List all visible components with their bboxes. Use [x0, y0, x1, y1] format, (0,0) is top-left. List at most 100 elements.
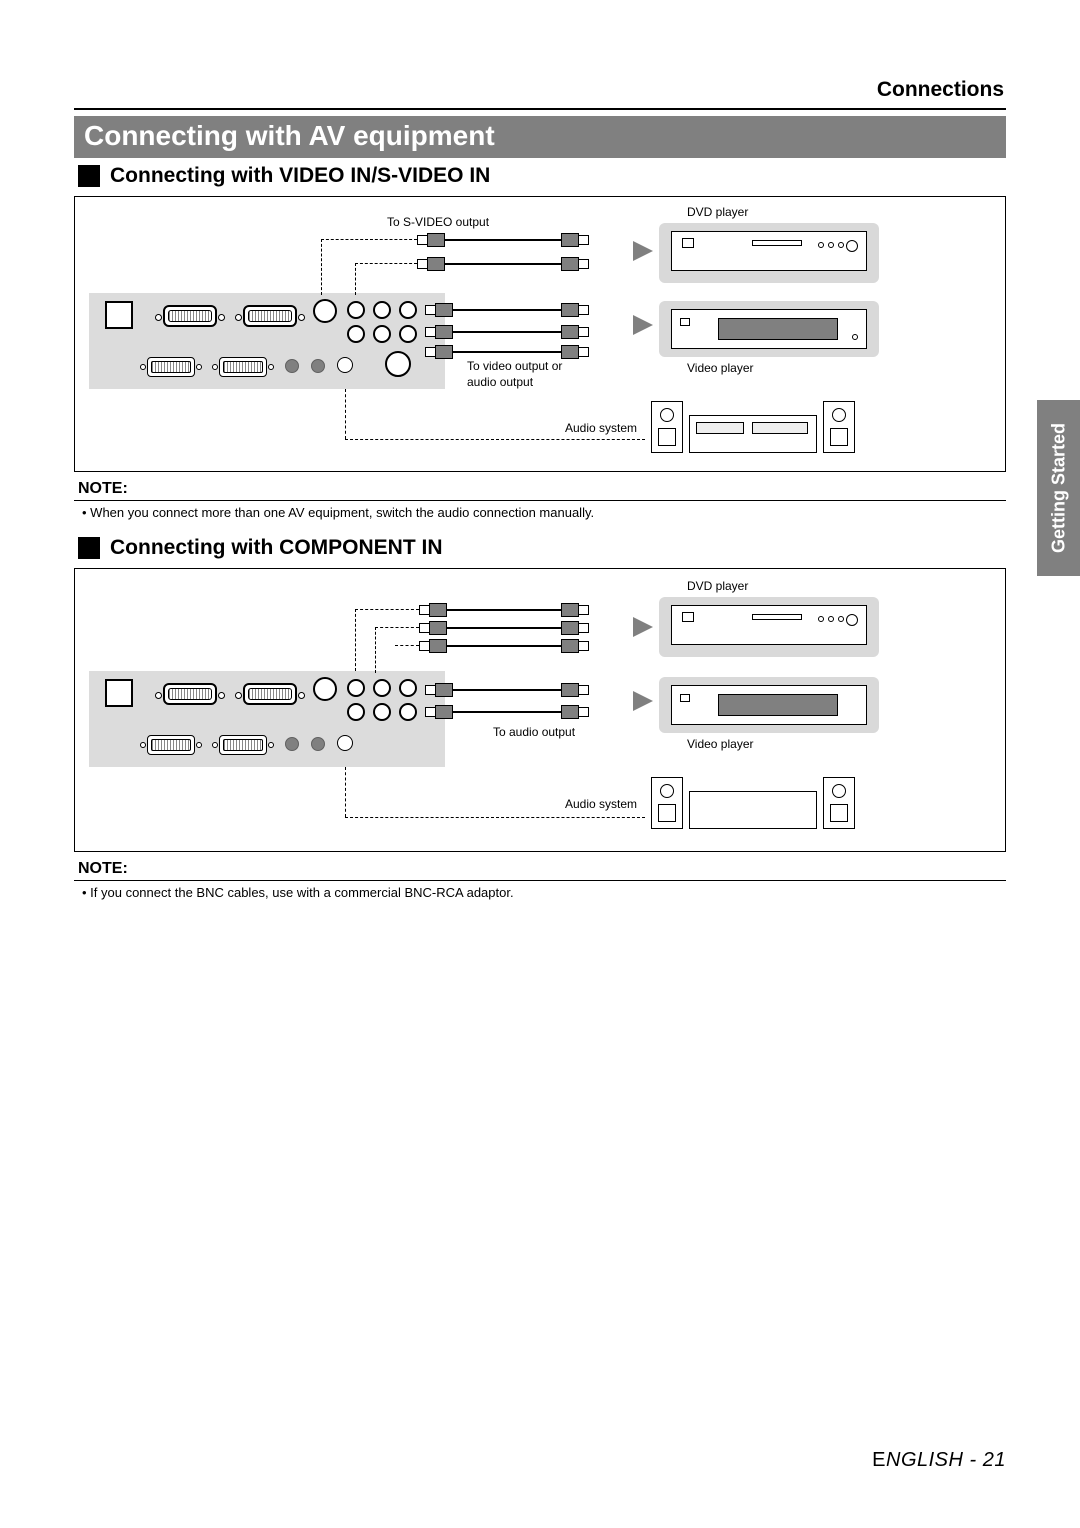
note-rule [74, 500, 1006, 501]
note-body: When you connect more than one AV equipm… [92, 505, 1006, 520]
port-serial-2 [219, 357, 267, 377]
cable-dashed [395, 645, 419, 646]
subheading-svideo: Connecting with VIDEO IN/S-VIDEO IN [78, 164, 1006, 188]
connector-icon [417, 259, 445, 267]
port-vga-2 [243, 305, 297, 327]
label-audio-system: Audio system [565, 421, 637, 437]
subheading-text: Connecting with COMPONENT IN [110, 536, 442, 560]
connector-icon [425, 347, 453, 355]
cable-dashed [345, 817, 645, 818]
label-to-audio: To audio output [493, 725, 575, 741]
label-to-video-audio-1: To video output or [467, 359, 562, 375]
connector-icon [561, 347, 589, 355]
connector-icon [561, 235, 589, 243]
port-rca-3 [373, 301, 391, 319]
cable [447, 627, 561, 629]
label-to-svideo: To S-VIDEO output [387, 215, 489, 231]
subheading-component: Connecting with COMPONENT IN [78, 536, 1006, 560]
footer-lang: NGLISH [886, 1449, 963, 1471]
connector-icon [419, 641, 447, 649]
connector-icon [561, 327, 589, 335]
cable [453, 351, 561, 353]
cable-dashed [345, 389, 346, 439]
label-dvd: DVD player [687, 579, 748, 595]
header-section: Connections [74, 78, 1006, 102]
cable-dashed [355, 609, 356, 671]
title-bar: Connecting with AV equipment [74, 116, 1006, 158]
port-serial-1 [147, 735, 195, 755]
dvd-player [671, 605, 867, 645]
label-video-player: Video player [687, 361, 754, 377]
port-rca-a [373, 703, 391, 721]
cable [453, 711, 561, 713]
bullet-square-icon [78, 165, 100, 187]
cable [453, 689, 561, 691]
port-serial-1 [147, 357, 195, 377]
connector-icon [425, 685, 453, 693]
port-jack-3 [337, 735, 353, 751]
connector-icon [425, 327, 453, 335]
connector-icon [561, 641, 589, 649]
port-svideo [313, 677, 337, 701]
port-jack-2 [311, 737, 325, 751]
cable-dashed [321, 239, 322, 295]
port-serial-2 [219, 735, 267, 755]
footer-sep: - [963, 1449, 982, 1471]
note-heading: NOTE: [78, 480, 1006, 498]
speaker-right [823, 401, 855, 453]
cable [453, 331, 561, 333]
port-rca-c [399, 703, 417, 721]
connector-icon [425, 305, 453, 313]
note-body: If you connect the BNC cables, use with … [92, 885, 1006, 900]
connector-icon [561, 259, 589, 267]
connector-icon [561, 623, 589, 631]
page-footer: ENGLISH - 21 [872, 1449, 1006, 1472]
speaker-left [651, 777, 683, 829]
cable-dashed [375, 627, 376, 673]
connector-icon [561, 707, 589, 715]
stereo-unit [689, 415, 817, 453]
port-rca-6 [399, 325, 417, 343]
cable-dashed [355, 609, 419, 610]
cable [447, 609, 561, 611]
side-tab: Getting Started [1037, 400, 1080, 576]
port-rca-2 [347, 325, 365, 343]
note-rule [74, 880, 1006, 881]
projector-panel [89, 671, 445, 767]
port-rca-1 [347, 301, 365, 319]
port-ypbpr-1 [347, 679, 365, 697]
port-ypbpr-2 [347, 703, 365, 721]
connector-icon [425, 707, 453, 715]
port-vga-2 [243, 683, 297, 705]
speaker-left [651, 401, 683, 453]
port-vga-1 [163, 305, 217, 327]
cable-dashed [345, 439, 645, 440]
video-player [671, 685, 867, 725]
stereo-unit [689, 791, 817, 829]
arrow-icon [633, 315, 653, 335]
cable-dashed [345, 767, 346, 817]
side-tab-label: Getting Started [1048, 423, 1069, 553]
cable [445, 263, 561, 265]
port-square [105, 679, 133, 707]
cable [453, 309, 561, 311]
video-player [671, 309, 867, 349]
connector-icon [417, 235, 445, 243]
port-rca-4 [373, 325, 391, 343]
connector-icon [561, 305, 589, 313]
cable-dashed [355, 263, 417, 264]
subheading-text: Connecting with VIDEO IN/S-VIDEO IN [110, 164, 490, 188]
speaker-right [823, 777, 855, 829]
diagram-svideo: To S-VIDEO output DVD player To video ou… [74, 196, 1006, 472]
connector-icon [419, 605, 447, 613]
cable [445, 239, 561, 241]
note-heading: NOTE: [78, 860, 1006, 878]
arrow-icon [633, 617, 653, 637]
arrow-icon [633, 691, 653, 711]
port-rca-5 [399, 301, 417, 319]
label-video-player: Video player [687, 737, 754, 753]
port-jack-2 [311, 359, 325, 373]
port-jack-3 [337, 357, 353, 373]
port-square [105, 301, 133, 329]
label-dvd: DVD player [687, 205, 748, 221]
